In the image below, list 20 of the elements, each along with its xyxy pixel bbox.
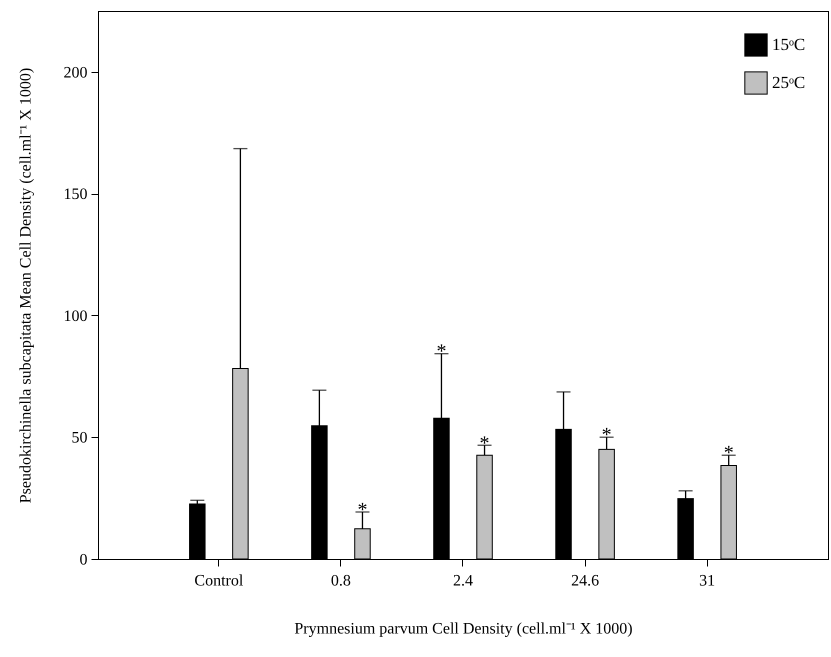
data-label: * <box>480 432 490 454</box>
legend-label: 25ᵒC <box>772 73 806 92</box>
x-axis-title: Prymnesium parvum Cell Density (cell.ml⁻¹ X 1000) <box>294 620 633 638</box>
y-tick-label: 200 <box>64 64 88 82</box>
x-tick-label: 24.6 <box>571 572 600 590</box>
data-label: * <box>357 498 368 521</box>
x-tick-label: 31 <box>699 572 716 590</box>
x-tick-label: 0.8 <box>330 572 351 590</box>
data-label: * <box>724 442 734 464</box>
bar <box>189 503 206 560</box>
y-tick-label: 50 <box>72 430 88 447</box>
data-label: * <box>436 340 446 363</box>
y-tick-label: 100 <box>64 308 88 325</box>
legend-label: 15ᵒC <box>772 35 806 54</box>
y-axis-title: Pseudokirchinella subcapitata Mean Cell Density (cell.ml⁻¹ X 1000) <box>18 68 34 504</box>
x-tick-label: Control <box>194 572 244 590</box>
y-tick-label: 150 <box>64 186 88 204</box>
y-tick-label: 0 <box>80 552 88 568</box>
x-tick-label: 2.4 <box>453 572 473 590</box>
data-label: * <box>602 424 612 446</box>
